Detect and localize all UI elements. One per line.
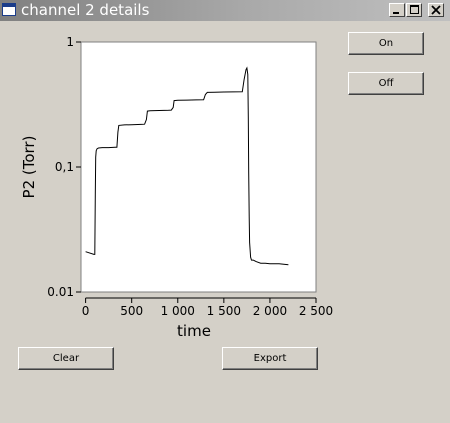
x-tick-label: 1 000	[161, 304, 195, 318]
y-tick-label: 0.01	[47, 285, 74, 299]
x-tick-label: 0	[82, 304, 90, 318]
on-button[interactable]: On	[348, 32, 424, 55]
title-bar[interactable]: channel 2 details	[0, 0, 450, 21]
maximize-button[interactable]	[406, 3, 422, 17]
series-line	[85, 66, 289, 266]
off-button[interactable]: Off	[348, 72, 424, 95]
plot-area	[80, 41, 317, 293]
window-title: channel 2 details	[21, 1, 150, 19]
close-button[interactable]	[428, 3, 444, 17]
x-tick-label: 2 500	[299, 304, 333, 318]
export-button[interactable]: Export	[222, 347, 318, 370]
close-icon	[431, 5, 441, 15]
x-axis-label: time	[177, 322, 211, 340]
maximize-icon	[410, 5, 419, 14]
clear-button[interactable]: Clear	[18, 347, 114, 370]
y-tick-label: 0,1	[55, 160, 74, 174]
x-tick-label: 1 500	[207, 304, 241, 318]
y-tick-label: 1	[66, 35, 74, 49]
y-axis-label: P2 (Torr)	[20, 136, 38, 199]
y-axis: 0.01 0,1 1	[47, 35, 81, 299]
x-axis: 0 500 1 000 1 500 2 000 2 500	[82, 297, 333, 318]
window-icon	[2, 3, 16, 16]
minimize-button[interactable]	[389, 3, 405, 17]
x-tick-label: 500	[120, 304, 143, 318]
minimize-icon	[393, 12, 399, 14]
x-tick-label: 2 000	[253, 304, 287, 318]
